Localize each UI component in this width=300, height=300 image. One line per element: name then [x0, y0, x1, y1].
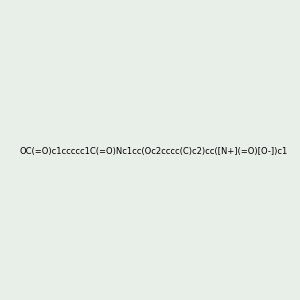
- Text: OC(=O)c1ccccc1C(=O)Nc1cc(Oc2cccc(C)c2)cc([N+](=O)[O-])c1: OC(=O)c1ccccc1C(=O)Nc1cc(Oc2cccc(C)c2)cc…: [20, 147, 288, 156]
